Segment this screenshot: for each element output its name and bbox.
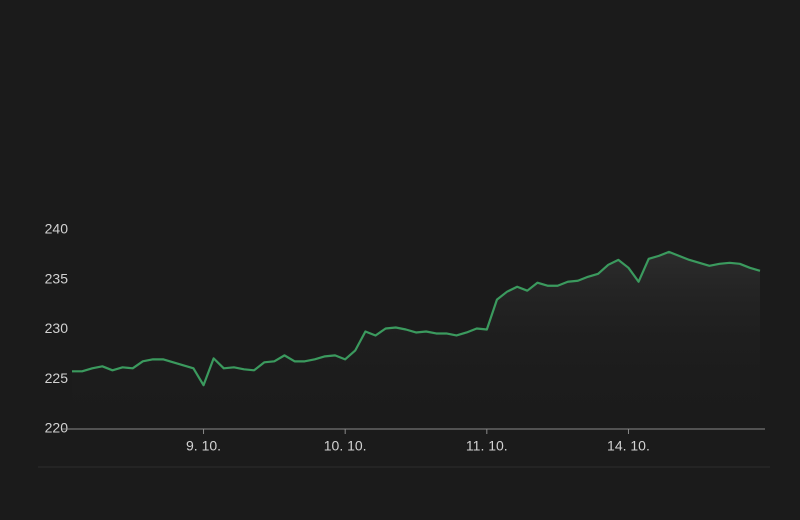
x-tick-label: 11. 10. (466, 438, 508, 454)
line (72, 250, 761, 387)
x-tick-label: 10. 10. (324, 438, 367, 454)
y-tick-label: 240 (45, 221, 69, 237)
x-tick-label: 14. 10. (607, 438, 650, 454)
y-tick-label: 220 (45, 420, 69, 436)
area (72, 251, 760, 429)
y-tick-label: 230 (45, 320, 69, 336)
y-tick-label: 235 (45, 270, 69, 286)
x-tick-label: 9. 10. (186, 438, 221, 454)
y-tick-label: 225 (45, 370, 69, 386)
